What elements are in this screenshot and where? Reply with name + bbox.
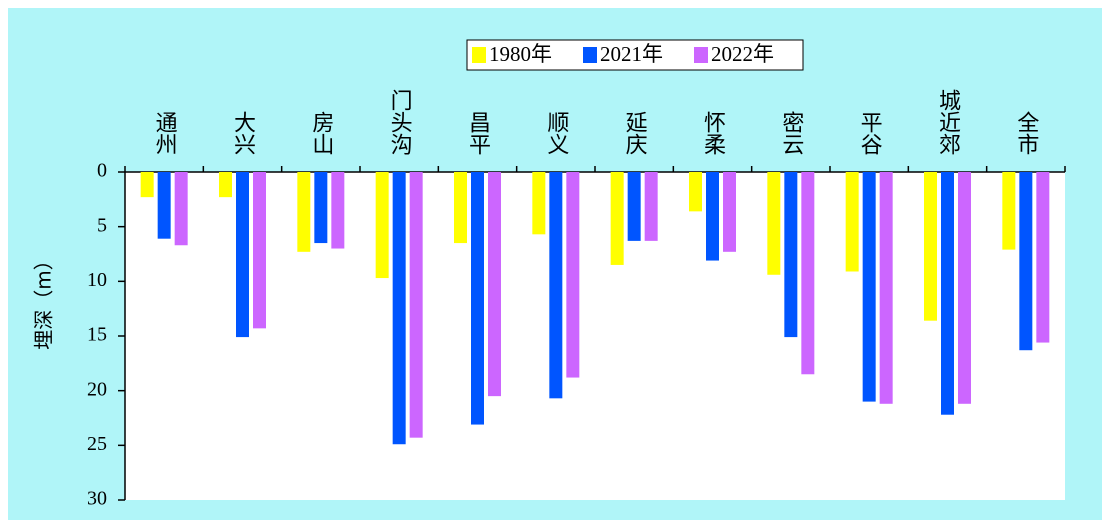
bar bbox=[627, 172, 641, 241]
y-tick-label: 10 bbox=[87, 269, 107, 291]
bar bbox=[549, 172, 563, 399]
legend-label: 2022年 bbox=[711, 42, 774, 66]
x-tick-label: 大兴 bbox=[230, 111, 256, 155]
legend-swatch bbox=[583, 47, 597, 63]
x-tick-label: 通州 bbox=[152, 111, 178, 155]
bar bbox=[409, 172, 423, 438]
bar bbox=[723, 172, 736, 252]
x-tick-label: 门头沟 bbox=[387, 89, 413, 155]
bar bbox=[375, 172, 389, 279]
bar bbox=[174, 172, 188, 246]
bar bbox=[924, 172, 937, 321]
y-tick-label: 25 bbox=[87, 433, 107, 455]
bar bbox=[862, 172, 876, 402]
bar bbox=[488, 172, 501, 397]
plot-area bbox=[125, 172, 1065, 500]
bar bbox=[610, 172, 624, 265]
bar bbox=[706, 172, 719, 261]
bar bbox=[157, 172, 171, 239]
x-tick-label: 密云 bbox=[778, 111, 804, 155]
legend bbox=[466, 39, 804, 71]
bar bbox=[879, 172, 893, 404]
bar bbox=[566, 172, 580, 378]
x-tick-label: 延庆 bbox=[622, 111, 648, 155]
bar bbox=[1002, 172, 1016, 250]
bar bbox=[644, 172, 658, 241]
y-tick-label: 0 bbox=[97, 160, 107, 182]
bar bbox=[801, 172, 815, 375]
bar bbox=[845, 172, 859, 272]
bar bbox=[219, 172, 232, 198]
y-tick-label: 15 bbox=[87, 324, 107, 346]
bar bbox=[314, 172, 328, 244]
bar bbox=[1036, 172, 1050, 343]
bar bbox=[689, 172, 702, 212]
y-tick-label: 30 bbox=[87, 488, 107, 510]
bar bbox=[471, 172, 484, 425]
bar bbox=[140, 172, 154, 198]
bar bbox=[784, 172, 798, 338]
y-tick-label: 20 bbox=[87, 378, 107, 400]
legend-swatch bbox=[694, 47, 708, 63]
x-tick-label: 顺义 bbox=[543, 111, 569, 155]
x-tick-label: 昌平 bbox=[465, 111, 490, 155]
bar bbox=[297, 172, 311, 252]
bar bbox=[454, 172, 467, 244]
x-tick-label: 平谷 bbox=[857, 111, 883, 155]
legend-label: 1980年 bbox=[489, 42, 552, 66]
bar bbox=[253, 172, 266, 329]
y-tick-label: 5 bbox=[97, 214, 107, 236]
bar bbox=[392, 172, 406, 445]
bar bbox=[331, 172, 345, 249]
x-tick-label: 城近郊 bbox=[935, 89, 961, 155]
bar bbox=[958, 172, 971, 404]
y-axis-label: 埋深（m） bbox=[32, 250, 56, 349]
bar bbox=[941, 172, 954, 415]
x-tick-label: 房山 bbox=[308, 111, 334, 155]
x-tick-label: 全市 bbox=[1013, 111, 1039, 155]
x-tick-label: 怀柔 bbox=[700, 111, 726, 155]
bar bbox=[532, 172, 546, 235]
bar bbox=[236, 172, 249, 338]
legend-label: 2021年 bbox=[600, 42, 663, 66]
legend-swatch bbox=[472, 47, 486, 63]
bar bbox=[767, 172, 781, 275]
bar bbox=[1019, 172, 1033, 351]
